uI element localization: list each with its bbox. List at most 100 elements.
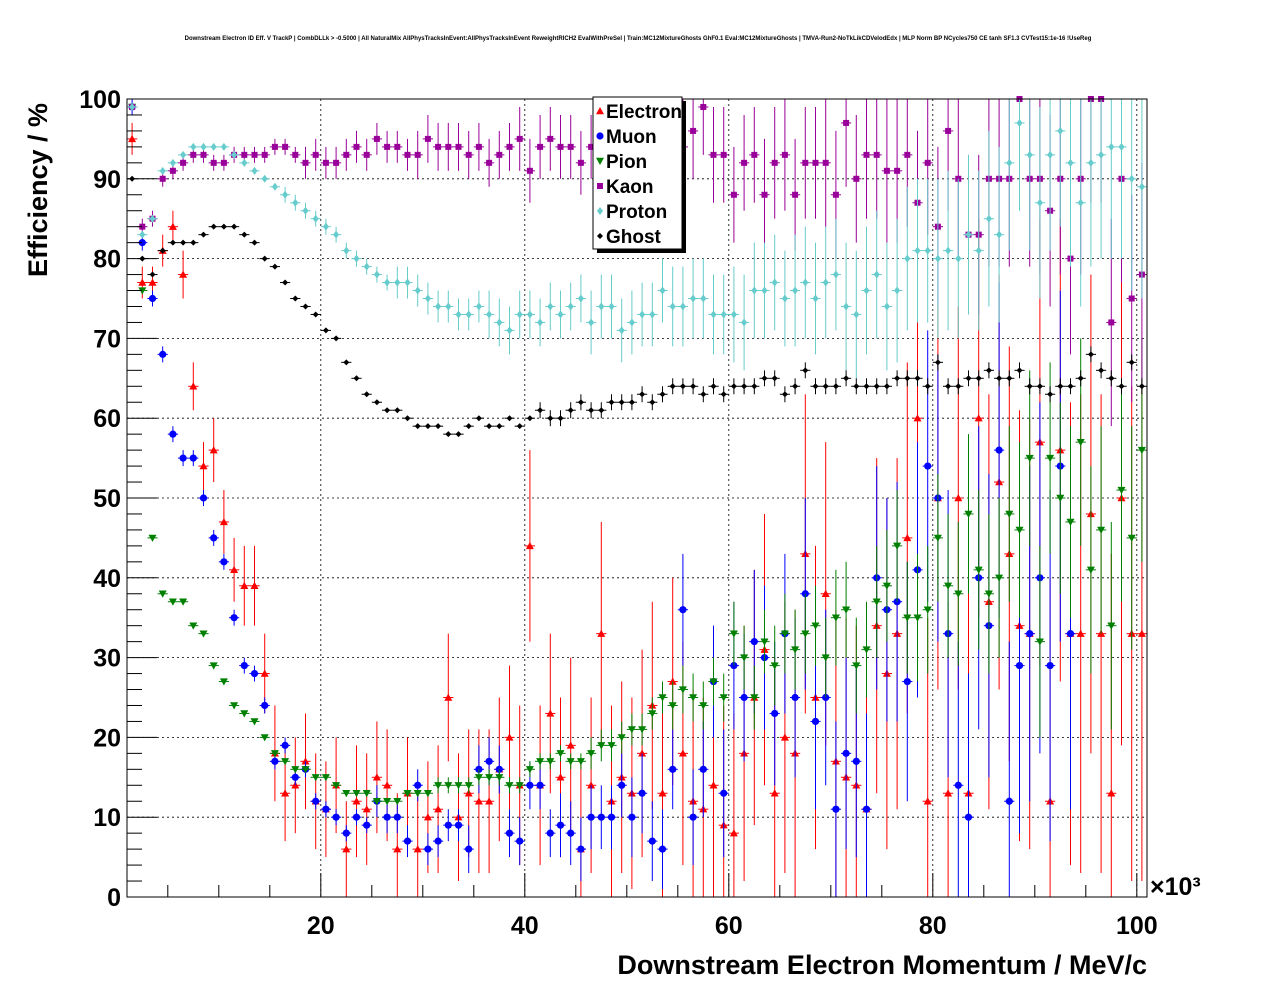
data-point: [209, 446, 218, 454]
data-point: [414, 423, 421, 430]
data-point: [526, 415, 533, 422]
data-point: [546, 758, 555, 766]
data-point: [138, 278, 147, 286]
data-point: [261, 151, 268, 158]
data-point: [872, 598, 881, 606]
data-point: [250, 669, 259, 678]
data-point: [720, 310, 727, 319]
data-point: [831, 614, 840, 622]
data-point: [240, 661, 248, 670]
data-point: [587, 813, 595, 821]
data-point: [404, 278, 411, 287]
x-tick-label: 80: [919, 912, 947, 940]
data-point: [597, 813, 605, 821]
data-point: [403, 837, 412, 845]
data-point: [373, 135, 380, 142]
data-point: [1026, 383, 1033, 390]
data-point: [566, 758, 575, 766]
data-point: [1047, 391, 1054, 398]
x-tick-label: 100: [1116, 912, 1158, 940]
data-point: [414, 151, 421, 158]
data-point: [995, 446, 1003, 454]
data-point: [282, 190, 289, 199]
legend-label-kaon: Kaon: [606, 177, 654, 198]
data-point: [424, 135, 431, 142]
data-point: [240, 581, 249, 589]
data-point: [302, 206, 309, 215]
data-point: [588, 143, 595, 150]
data-point: [658, 845, 667, 853]
data-point: [638, 726, 647, 734]
data-point: [751, 151, 758, 158]
data-point: [241, 158, 248, 167]
data-point: [1036, 198, 1043, 207]
data-point: [282, 143, 289, 150]
data-point: [914, 375, 921, 382]
data-point: [434, 805, 443, 813]
data-point: [780, 733, 789, 741]
data-point: [506, 415, 513, 422]
data-point: [617, 734, 626, 742]
data-point: [475, 143, 482, 150]
data-point: [679, 383, 686, 390]
data-point: [219, 517, 228, 526]
data-point: [750, 638, 758, 646]
x-tick-label: 60: [715, 912, 743, 940]
data-point: [700, 391, 707, 398]
data-point: [413, 790, 422, 798]
y-tick-label: 80: [93, 246, 121, 274]
data-point: [322, 159, 329, 166]
data-point: [1077, 375, 1084, 382]
data-point: [802, 278, 809, 287]
data-point: [322, 327, 329, 334]
data-point: [189, 454, 197, 462]
data-point: [220, 223, 227, 230]
data-point: [1098, 150, 1105, 159]
data-point: [628, 318, 635, 327]
data-point: [312, 797, 320, 805]
data-point: [566, 741, 575, 749]
data-point: [362, 790, 371, 798]
data-point: [741, 383, 748, 390]
data-point: [924, 246, 931, 255]
legend-label-muon: Muon: [606, 127, 657, 148]
data-point: [1057, 383, 1064, 390]
data-point: [638, 749, 647, 757]
data-point: [954, 494, 963, 502]
data-point: [607, 813, 616, 821]
data-point: [1005, 797, 1013, 805]
data-point: [149, 271, 156, 278]
data-point: [1076, 438, 1085, 447]
data-point: [180, 159, 187, 166]
data-point: [729, 630, 738, 638]
data-point: [792, 191, 799, 198]
data-point: [505, 782, 514, 790]
data-point: [496, 151, 503, 158]
data-point: [995, 574, 1004, 582]
data-point: [261, 701, 269, 710]
legend-box: [592, 96, 683, 250]
data-point: [434, 782, 443, 790]
data-point: [1036, 383, 1043, 390]
data-point: [710, 310, 717, 319]
data-point: [200, 231, 207, 238]
data-point: [811, 717, 820, 726]
data-point: [373, 270, 380, 279]
data-point: [333, 159, 340, 166]
data-point: [301, 757, 310, 765]
data-point: [485, 757, 493, 765]
data-point: [445, 143, 452, 150]
data-point: [394, 143, 401, 150]
data-point: [1005, 510, 1014, 518]
data-point: [190, 142, 197, 151]
data-point: [373, 399, 380, 406]
data-point: [271, 263, 278, 270]
data-point: [220, 142, 227, 151]
data-point: [955, 383, 962, 390]
y-tick-label: 60: [93, 405, 121, 433]
data-point: [821, 589, 830, 597]
data-point: [394, 278, 401, 287]
data-point: [913, 614, 922, 622]
data-point: [363, 821, 371, 829]
data-point: [475, 415, 482, 422]
